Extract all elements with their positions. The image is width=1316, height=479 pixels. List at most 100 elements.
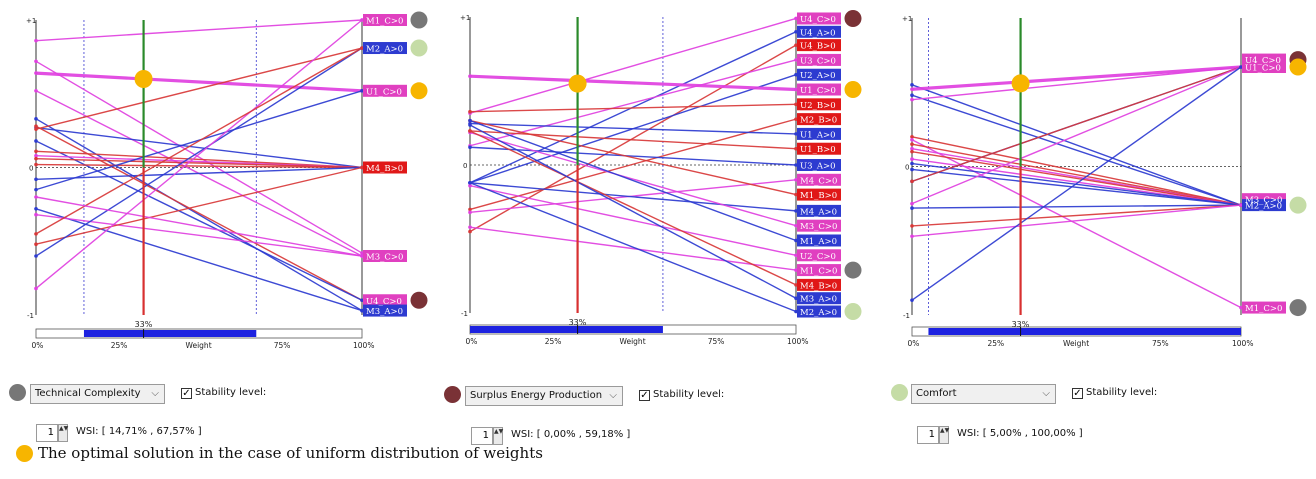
alternative-marker-dot — [410, 82, 428, 100]
alternative-label: M3_C>0 — [800, 222, 837, 232]
line-start-point — [910, 97, 914, 102]
line-start-point — [910, 146, 914, 151]
x-tick-label: 0% — [32, 341, 44, 350]
line-end-point — [794, 146, 798, 151]
line-start-point — [34, 38, 38, 43]
alternative-label: M3_C>0 — [366, 253, 403, 263]
sensitivity-line — [469, 131, 797, 227]
line-start-point — [910, 201, 914, 206]
sensitivity-line — [911, 66, 1242, 205]
line-start-point — [468, 229, 472, 234]
sensitivity-line — [35, 157, 363, 169]
spin-buttons[interactable]: ▲▼ — [58, 424, 68, 442]
alternative-marker-dot — [1289, 299, 1307, 317]
line-start-point — [468, 129, 472, 133]
alternative-label-bg — [797, 264, 841, 277]
stability-checkbox[interactable]: ✓ — [639, 390, 650, 401]
line-start-point — [34, 286, 38, 291]
sensitivity-line — [35, 166, 363, 180]
x-tick-label: 0% — [466, 337, 478, 346]
alternative-label-bg — [363, 161, 407, 174]
alternative-label-bg — [363, 304, 407, 317]
line-start-point — [910, 87, 914, 92]
line-start-point — [910, 93, 914, 98]
spin-buttons[interactable]: ▲▼ — [493, 427, 503, 445]
alternative-label: U1_A>0 — [800, 130, 836, 140]
sensitivity-line — [35, 163, 363, 169]
level-spinbox[interactable]: 1 — [36, 424, 58, 442]
level-spinbox[interactable]: 1 — [917, 426, 939, 444]
optimal-point-marker — [568, 74, 587, 93]
chart-panel-3 — [910, 18, 1307, 337]
line-end-point — [794, 58, 798, 62]
sensitivity-line — [911, 150, 1242, 206]
sensitivity-line — [469, 130, 797, 150]
criterion-select[interactable]: Surplus Energy Production ⌵ — [465, 386, 623, 406]
line-start-point — [910, 234, 914, 239]
sensitivity-line — [911, 158, 1242, 206]
line-end-point — [1239, 65, 1243, 69]
line-end-point — [794, 30, 798, 34]
alternative-label: U4_B>0 — [800, 42, 836, 52]
alternative-label-bg — [797, 53, 841, 66]
line-start-point — [910, 298, 914, 302]
alternative-label: U2_A>0 — [800, 71, 836, 81]
optimal-point-marker — [134, 70, 153, 88]
wsi-readout: WSI: [ 0,00% , 59,18% ] — [511, 429, 631, 440]
line-end-point — [794, 178, 798, 182]
sensitivity-line — [35, 19, 363, 289]
line-start-point — [34, 187, 38, 192]
alternative-label-bg — [797, 98, 841, 111]
sensitivity-line — [35, 47, 363, 235]
sensitivity-line — [469, 185, 797, 256]
line-start-point — [468, 210, 472, 215]
line-start-point — [910, 135, 914, 139]
sensitivity-line — [469, 119, 797, 242]
sensitivity-line — [469, 119, 797, 196]
sensitivity-line — [469, 44, 797, 233]
criterion-color-dot — [9, 384, 26, 401]
criterion-select[interactable]: Comfort ⌵ — [911, 384, 1056, 404]
alternative-label: M3_C>0 — [1245, 196, 1282, 206]
sensitivity-line — [911, 143, 1242, 206]
criterion-select[interactable]: Technical Complexity ⌵ — [30, 384, 165, 404]
line-end-point — [794, 43, 798, 47]
line-start-point — [34, 89, 38, 93]
chart-panel-2 — [468, 9, 862, 335]
alternative-label: M4_C>0 — [800, 176, 837, 186]
alternative-label: U4_C>0 — [800, 15, 836, 25]
line-start-point — [34, 117, 38, 121]
line-start-point — [34, 162, 38, 167]
line-start-point — [34, 127, 38, 131]
stability-checkbox[interactable]: ✓ — [1072, 388, 1083, 399]
line-end-point — [360, 298, 364, 303]
alternative-label: M4_B>0 — [366, 164, 403, 174]
stability-label: Stability level: — [195, 387, 267, 398]
sensitivity-line — [35, 125, 363, 301]
spin-buttons[interactable]: ▲▼ — [939, 426, 949, 444]
line-end-point — [794, 268, 798, 272]
line-start-point — [468, 123, 472, 127]
line-end-point — [794, 72, 798, 77]
sensitivity-line — [35, 166, 363, 245]
sensitivity-line — [35, 208, 363, 312]
line-end-point — [794, 163, 798, 167]
sensitivity-line — [35, 196, 363, 257]
alternative-label: U2_C>0 — [800, 252, 836, 262]
line-end-point — [794, 16, 798, 21]
line-start-point — [468, 180, 472, 185]
line-end-point — [794, 87, 798, 92]
x-tick-label: 100% — [1232, 339, 1253, 348]
criterion-color-dot — [444, 386, 461, 403]
alternative-marker-dot — [410, 39, 428, 57]
level-spinbox[interactable]: 1 — [471, 427, 493, 445]
alternative-label-bg — [1242, 301, 1286, 314]
stability-checkbox[interactable]: ✓ — [181, 388, 192, 399]
alternative-label-bg — [797, 83, 841, 96]
sensitivity-line — [469, 146, 797, 166]
chevron-down-icon: ⌵ — [151, 388, 159, 399]
alternative-label: M3_A>0 — [366, 307, 403, 317]
current-weight-label: 33% — [1012, 320, 1030, 329]
current-weight-label: 33% — [569, 318, 587, 327]
sensitivity-line — [35, 126, 363, 169]
